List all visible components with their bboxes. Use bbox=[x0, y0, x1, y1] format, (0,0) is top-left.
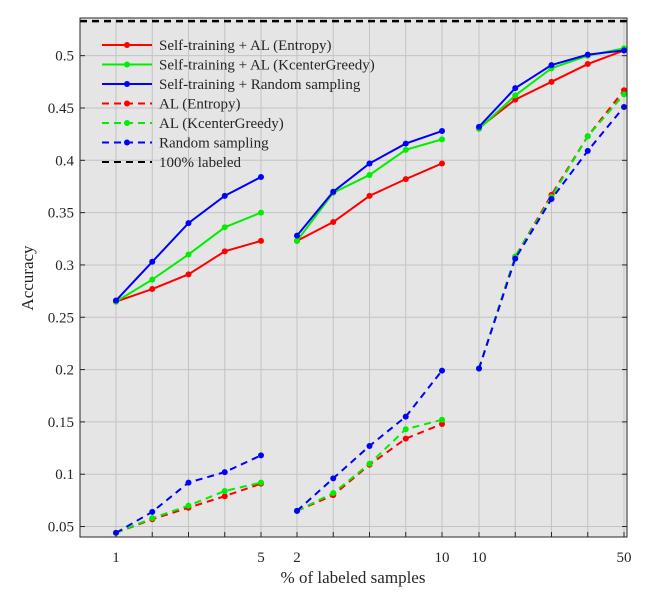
data-point-al-kcentergreedy bbox=[149, 515, 156, 522]
data-point-self-training-random-sampling bbox=[185, 220, 192, 227]
legend-label: Self-training + AL (Entropy) bbox=[159, 38, 331, 54]
data-point-self-training-random-sampling bbox=[439, 128, 445, 135]
y-tick-label: 0.25 bbox=[48, 310, 74, 326]
data-point-self-training-al-entropy bbox=[149, 286, 156, 293]
plot-frame bbox=[79, 17, 628, 538]
data-point-random-sampling bbox=[402, 413, 409, 420]
data-point-random-sampling bbox=[330, 475, 337, 482]
data-point-self-training-random-sampling bbox=[621, 47, 627, 54]
y-tick-label: 0.3 bbox=[55, 258, 74, 274]
y-tick-label: 0.35 bbox=[48, 206, 74, 222]
legend-label: Random sampling bbox=[159, 136, 269, 152]
data-point-al-entropy bbox=[221, 493, 228, 500]
legend-marker bbox=[124, 81, 130, 87]
data-point-self-training-al-entropy bbox=[185, 271, 192, 278]
data-point-self-training-al-kcentergreedy bbox=[439, 136, 445, 143]
data-point-random-sampling bbox=[258, 452, 264, 459]
data-point-al-kcentergreedy bbox=[330, 490, 337, 497]
legend-marker bbox=[124, 42, 130, 48]
data-point-self-training-random-sampling bbox=[548, 62, 555, 69]
data-point-self-training-random-sampling bbox=[149, 258, 156, 265]
x-tick-label: 10 bbox=[472, 550, 487, 566]
x-tick-label: 5 bbox=[257, 550, 265, 566]
data-point-random-sampling bbox=[439, 367, 445, 374]
x-tick-label: 1 bbox=[112, 550, 120, 566]
legend-label: AL (KcenterGreedy) bbox=[159, 116, 284, 132]
data-point-al-entropy bbox=[621, 87, 627, 94]
data-point-random-sampling bbox=[221, 469, 228, 476]
data-point-al-kcentergreedy bbox=[221, 487, 228, 494]
data-point-self-training-al-entropy bbox=[402, 176, 409, 183]
data-point-self-training-al-entropy bbox=[221, 248, 228, 255]
legend-marker bbox=[124, 100, 130, 107]
y-tick-label: 0.05 bbox=[48, 520, 74, 536]
data-point-random-sampling bbox=[476, 365, 482, 372]
data-point-self-training-al-entropy bbox=[439, 160, 445, 167]
data-point-self-training-random-sampling bbox=[113, 297, 119, 304]
data-point-self-training-random-sampling bbox=[512, 85, 519, 92]
data-point-self-training-random-sampling bbox=[294, 232, 300, 239]
y-tick-label: 0.5 bbox=[55, 49, 74, 65]
legend-marker bbox=[124, 61, 130, 68]
data-point-al-entropy bbox=[402, 435, 409, 442]
data-point-self-training-al-kcentergreedy bbox=[149, 276, 156, 283]
data-point-random-sampling bbox=[294, 507, 300, 514]
legend: Self-training + AL (Entropy) Self-trainin… bbox=[102, 38, 375, 171]
legend-label: Self-training + AL (KcenterGreedy) bbox=[159, 58, 375, 74]
legend-label: Self-training + Random sampling bbox=[159, 77, 361, 93]
data-point-self-training-al-kcentergreedy bbox=[185, 251, 192, 258]
data-point-self-training-al-entropy bbox=[548, 78, 555, 85]
y-tick-label: 0.15 bbox=[48, 415, 74, 431]
x-tick-label: 10 bbox=[435, 550, 450, 566]
data-point-self-training-random-sampling bbox=[221, 192, 228, 199]
data-point-self-training-al-entropy bbox=[584, 61, 591, 68]
data-point-al-kcentergreedy bbox=[185, 502, 192, 509]
x-tick-label: 50 bbox=[617, 550, 632, 566]
data-point-al-kcentergreedy bbox=[366, 460, 373, 467]
legend-label: 100% labeled bbox=[159, 155, 242, 171]
data-point-self-training-random-sampling bbox=[330, 188, 337, 195]
data-point-random-sampling bbox=[548, 196, 555, 203]
data-point-self-training-al-kcentergreedy bbox=[221, 224, 228, 231]
data-point-random-sampling bbox=[621, 103, 627, 110]
data-point-self-training-random-sampling bbox=[366, 160, 373, 167]
data-point-al-kcentergreedy bbox=[584, 133, 591, 140]
y-tick-label: 0.4 bbox=[55, 153, 74, 169]
data-point-random-sampling bbox=[512, 255, 519, 262]
plot-background bbox=[80, 18, 627, 537]
data-point-self-training-random-sampling bbox=[258, 174, 264, 181]
x-tick-label: 2 bbox=[293, 550, 301, 566]
data-point-self-training-al-kcentergreedy bbox=[258, 209, 264, 216]
data-point-random-sampling bbox=[149, 508, 156, 515]
data-point-self-training-al-entropy bbox=[258, 237, 264, 244]
data-point-al-entropy bbox=[439, 420, 445, 427]
y-tick-label: 0.1 bbox=[55, 467, 74, 483]
y-tick-label: 0.45 bbox=[48, 101, 74, 117]
data-point-random-sampling bbox=[366, 442, 373, 449]
data-point-self-training-al-kcentergreedy bbox=[294, 237, 300, 244]
data-point-al-kcentergreedy bbox=[402, 426, 409, 433]
data-point-random-sampling bbox=[584, 147, 591, 154]
data-point-self-training-random-sampling bbox=[476, 123, 482, 130]
data-point-self-training-al-entropy bbox=[366, 192, 373, 199]
y-axis-label: Accuracy bbox=[18, 245, 37, 311]
x-axis-label: % of labeled samples bbox=[281, 568, 426, 587]
data-point-self-training-al-kcentergreedy bbox=[512, 92, 519, 99]
data-point-self-training-al-entropy bbox=[330, 219, 337, 226]
data-point-self-training-random-sampling bbox=[402, 140, 409, 147]
data-point-al-kcentergreedy bbox=[621, 91, 627, 98]
legend-label: AL (Entropy) bbox=[159, 97, 241, 113]
legend-marker bbox=[124, 139, 130, 146]
data-point-al-kcentergreedy bbox=[439, 416, 445, 423]
data-point-random-sampling bbox=[185, 479, 192, 486]
data-point-self-training-al-kcentergreedy bbox=[402, 146, 409, 153]
legend-marker bbox=[124, 120, 130, 126]
data-point-al-kcentergreedy bbox=[258, 479, 264, 486]
data-point-self-training-random-sampling bbox=[584, 51, 591, 58]
y-tick-label: 0.2 bbox=[55, 363, 74, 379]
data-point-self-training-al-kcentergreedy bbox=[366, 171, 373, 178]
